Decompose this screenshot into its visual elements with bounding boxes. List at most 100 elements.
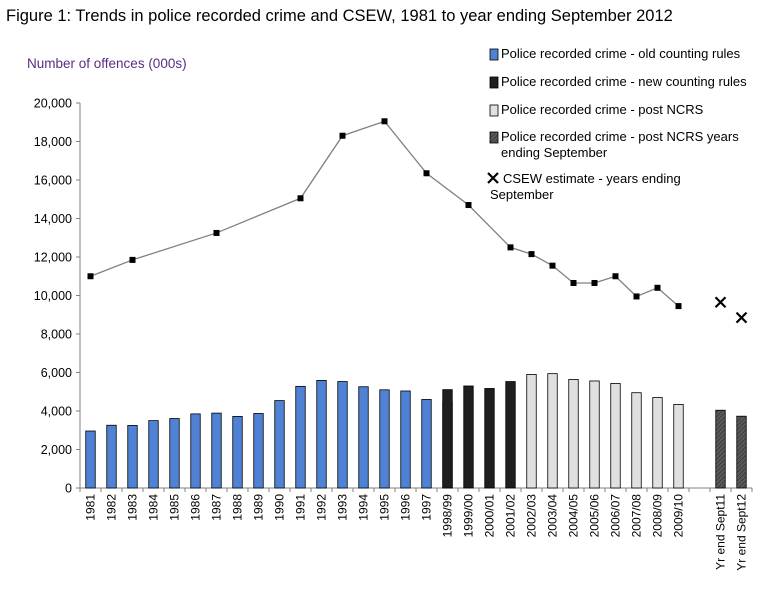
- y-tick-label: 8,000: [41, 328, 72, 342]
- x-tick-label: 1983: [126, 494, 140, 521]
- bar: [148, 420, 159, 489]
- bar: [631, 392, 642, 489]
- bar: [610, 383, 621, 489]
- csew-sept-cross: [735, 311, 748, 324]
- csew-point: [549, 262, 556, 269]
- bar: [715, 409, 726, 489]
- x-tick-label: 1997: [420, 494, 434, 521]
- csew-point: [87, 273, 94, 280]
- bar: [442, 389, 453, 489]
- x-tick-label: 2000/01: [483, 494, 497, 538]
- x-tick-label: 2009/10: [672, 494, 686, 538]
- y-tick-label: 2,000: [41, 443, 72, 457]
- csew-point: [423, 170, 430, 177]
- bar: [358, 386, 369, 489]
- bar: [673, 404, 684, 489]
- bar: [568, 379, 579, 489]
- csew-point: [591, 279, 598, 286]
- y-tick-label: 18,000: [34, 135, 72, 149]
- x-tick-label: 2007/08: [630, 494, 644, 538]
- csew-point: [675, 303, 682, 310]
- bar: [232, 415, 243, 489]
- x-tick-label: 1989: [252, 494, 266, 521]
- bar: [400, 390, 411, 489]
- bar: [106, 424, 117, 489]
- bar: [169, 418, 180, 489]
- bar: [127, 425, 138, 489]
- x-tick-label: 2008/09: [651, 494, 665, 538]
- legend-label-post-ncrs-sept: Police recorded crime - post NCRS years e…: [501, 129, 739, 160]
- figure-title: Figure 1: Trends in police recorded crim…: [6, 7, 673, 25]
- legend-swatch-post-ncrs-sept: [489, 131, 499, 144]
- x-tick-label: 2006/07: [609, 494, 623, 538]
- x-tick-label: 2003/04: [546, 494, 560, 538]
- x-tick-label: 2005/06: [588, 494, 602, 538]
- y-tick-label: 16,000: [34, 174, 72, 188]
- bar: [526, 374, 537, 489]
- csew-point: [528, 251, 535, 258]
- x-tick-label: 1984: [147, 494, 161, 521]
- x-tick-label: 2004/05: [567, 494, 581, 538]
- x-tick-label: 1987: [210, 494, 224, 521]
- bar: [274, 400, 285, 489]
- csew-sept-cross: [714, 296, 727, 309]
- legend-swatch-old-rules: [489, 48, 499, 61]
- csew-point: [297, 195, 304, 202]
- y-tick-label: 4,000: [41, 405, 72, 419]
- x-tick-label: 2002/03: [525, 494, 539, 538]
- x-tick-label: 1985: [168, 494, 182, 521]
- csew-point: [381, 118, 388, 125]
- x-tick-label: 1995: [378, 494, 392, 521]
- x-tick-label: 1998/99: [441, 494, 455, 538]
- csew-point: [213, 229, 220, 236]
- y-tick-label: 20,000: [34, 97, 72, 111]
- csew-point: [507, 244, 514, 251]
- legend-label-new-rules: Police recorded crime - new counting rul…: [501, 74, 747, 89]
- bar: [379, 389, 390, 489]
- csew-point: [570, 279, 577, 286]
- x-tick-label: 1992: [315, 494, 329, 521]
- bar: [547, 373, 558, 489]
- x-tick-label: Yr end Sept11: [714, 494, 728, 570]
- bar: [85, 430, 96, 489]
- x-tick-label: 1981: [84, 494, 98, 521]
- x-tick-label: 1991: [294, 494, 308, 521]
- y-tick-label: 12,000: [34, 251, 72, 265]
- x-tick-label: 1996: [399, 494, 413, 521]
- bar: [505, 381, 516, 489]
- bar: [421, 399, 432, 489]
- x-tick-label: 1988: [231, 494, 245, 521]
- legend-swatch-new-rules: [489, 76, 499, 89]
- bar: [190, 413, 201, 489]
- csew-point: [465, 202, 472, 209]
- csew-point: [654, 284, 661, 291]
- legend-swatch-post-ncrs: [489, 104, 499, 117]
- bar: [484, 388, 495, 489]
- x-tick-label: 1993: [336, 494, 350, 521]
- y-axis-title: Number of offences (000s): [27, 56, 187, 71]
- x-tick-label: 1999/00: [462, 494, 476, 538]
- bar: [463, 385, 474, 489]
- x-tick-label: 1982: [105, 494, 119, 521]
- bar: [211, 412, 222, 489]
- bar: [337, 381, 348, 489]
- y-tick-label: 0: [65, 482, 72, 496]
- bar: [295, 385, 306, 489]
- csew-point: [129, 256, 136, 263]
- bar: [589, 380, 600, 489]
- y-tick-label: 10,000: [34, 289, 72, 303]
- x-tick-label: 2001/02: [504, 494, 518, 538]
- bar: [316, 379, 327, 489]
- x-tick-label: 1990: [273, 494, 287, 521]
- legend-label-old-rules: Police recorded crime - old counting rul…: [501, 46, 741, 61]
- csew-point: [612, 273, 619, 280]
- bar: [253, 413, 264, 489]
- x-tick-label: Yr end Sept12: [735, 494, 749, 571]
- csew-point: [339, 132, 346, 139]
- bar: [652, 397, 663, 489]
- x-tick-label: 1994: [357, 494, 371, 521]
- csew-point: [633, 293, 640, 300]
- legend-label-csew-sept: CSEW estimate - years ending September: [490, 171, 681, 202]
